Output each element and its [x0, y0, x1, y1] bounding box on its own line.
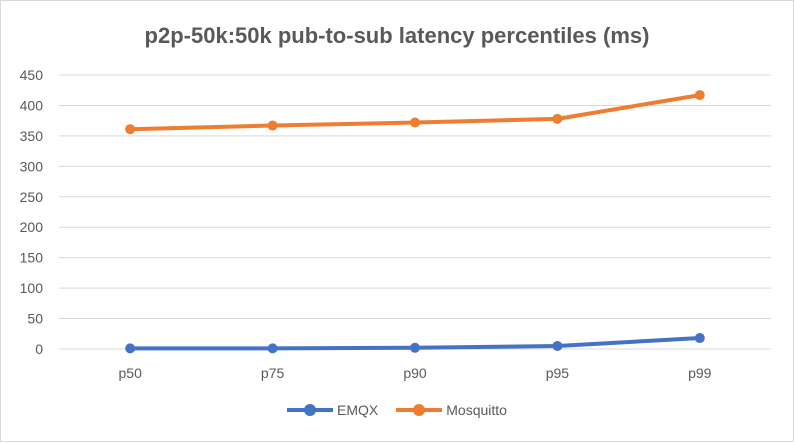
legend-item-mosquitto[interactable]: Mosquitto [396, 402, 507, 418]
y-tick-label: 350 [20, 128, 44, 144]
data-point-emqx [552, 340, 563, 351]
data-point-mosquitto [552, 113, 563, 124]
x-tick-label: p90 [403, 365, 427, 381]
y-tick-label: 450 [20, 67, 44, 83]
y-tick-label: 300 [20, 158, 44, 174]
legend-item-emqx[interactable]: EMQX [287, 402, 378, 418]
legend-swatch-mosquitto [396, 404, 443, 416]
y-tick-label: 250 [20, 189, 44, 205]
data-point-mosquitto [694, 90, 705, 101]
data-point-mosquitto [267, 120, 278, 131]
legend-label-emqx: EMQX [337, 402, 379, 418]
chart-title: p2p-50k:50k pub-to-sub latency percentil… [144, 23, 650, 48]
y-tick-label: 100 [20, 280, 44, 296]
data-point-mosquitto [125, 124, 136, 135]
x-tick-label: p95 [546, 365, 570, 381]
y-tick-label: 400 [20, 97, 44, 113]
y-tick-label: 0 [35, 341, 43, 357]
x-tick-label: p75 [261, 365, 285, 381]
legend-swatch-emqx [287, 404, 334, 416]
data-point-emqx [267, 343, 278, 354]
legend-label-mosquitto: Mosquitto [446, 402, 507, 418]
data-point-emqx [410, 342, 420, 353]
y-tick-label: 200 [20, 219, 44, 235]
data-point-emqx [694, 333, 705, 344]
x-tick-label: p99 [688, 365, 712, 381]
x-tick-label: p50 [119, 365, 143, 381]
data-point-mosquitto [410, 117, 420, 128]
y-tick-label: 150 [20, 250, 44, 266]
y-tick-label: 50 [27, 311, 43, 327]
data-point-emqx [125, 343, 136, 354]
legend: EMQX Mosquitto [1, 402, 793, 418]
